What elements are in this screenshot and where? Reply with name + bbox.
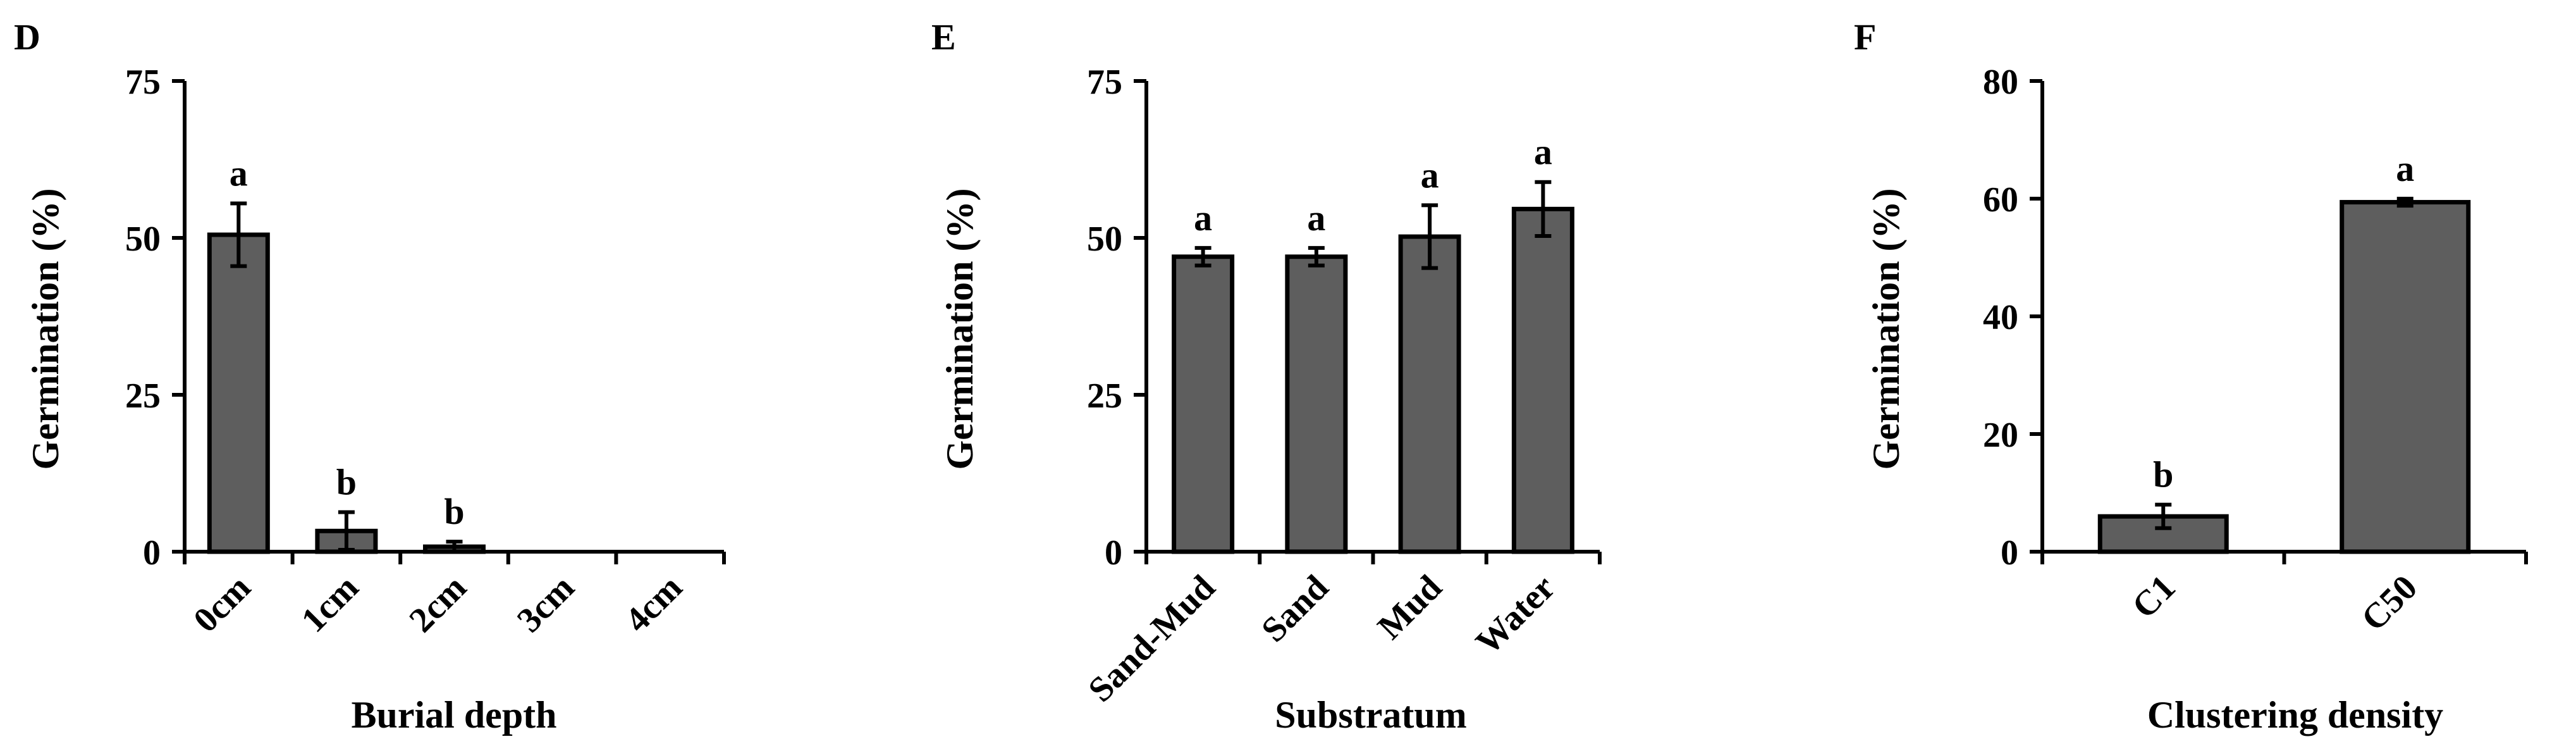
y-axis-title: Germination (%) — [1865, 189, 1907, 470]
bar-sand-mud — [1172, 254, 1235, 554]
panel-f: F 0 20 40 60 80 b C1 a C50 Clustering density Germi… — [1854, 16, 2528, 736]
bar-sand — [1285, 254, 1348, 554]
bar-c50 — [2340, 200, 2471, 554]
significance-letter: a — [1307, 197, 1325, 239]
x-tick-label: Water — [1468, 568, 1562, 662]
x-axis-title: Clustering density — [2147, 694, 2443, 736]
x-tick-label: Sand-Mud — [1081, 568, 1222, 709]
panel-letter: D — [14, 16, 40, 58]
significance-letter: b — [336, 462, 357, 503]
y-tick-label: 75 — [1087, 63, 1122, 102]
significance-letter: a — [2396, 148, 2414, 189]
y-tick-label: 0 — [1105, 533, 1122, 573]
x-tick-label: 3cm — [510, 568, 582, 640]
x-tick-label: 1cm — [294, 568, 366, 640]
y-tick-label: 20 — [1983, 416, 2018, 455]
y-tick-label: 40 — [1983, 298, 2018, 337]
y-axis-title: Germination (%) — [939, 189, 981, 470]
y-tick-label: 50 — [125, 220, 161, 259]
x-tick-label: 4cm — [618, 568, 690, 640]
x-tick-label: C50 — [2354, 568, 2425, 638]
x-tick-label: C1 — [2125, 568, 2183, 626]
significance-letter: a — [1421, 154, 1439, 196]
x-axis-title: Burial depth — [351, 694, 556, 736]
significance-letter: b — [444, 491, 464, 532]
x-tick-label: 0cm — [186, 568, 258, 640]
y-tick-label: 75 — [125, 63, 161, 102]
y-tick-label: 80 — [1983, 63, 2018, 102]
x-tick-label: Sand — [1254, 568, 1336, 650]
y-tick-label: 60 — [1983, 180, 2018, 220]
bar-0cm — [207, 232, 270, 554]
x-tick-label: 2cm — [402, 568, 474, 640]
y-tick-label: 50 — [1087, 220, 1122, 259]
y-axis-title: Germination (%) — [25, 189, 66, 470]
significance-letter: a — [1534, 132, 1552, 173]
panel-letter: F — [1854, 16, 1876, 58]
panel-d: D 0 25 50 75 a 0cm b 1cm b 2cm 3cm 4cm Burial depth Ge… — [14, 16, 726, 736]
panel-letter: E — [931, 16, 956, 58]
significance-letter: a — [1194, 197, 1212, 239]
bar-water — [1511, 206, 1574, 554]
x-tick-label: Mud — [1370, 568, 1449, 647]
significance-letter: b — [2153, 454, 2173, 495]
y-tick-label: 0 — [2001, 533, 2018, 573]
significance-letter: a — [230, 152, 248, 194]
x-axis-title: Substratum — [1275, 694, 1466, 736]
y-tick-label: 25 — [1087, 376, 1122, 416]
panel-e: E 0 25 50 75 a Sand-Mud a Sand a Mud a WaterSubstrat… — [931, 16, 1602, 736]
y-tick-label: 0 — [143, 533, 161, 573]
bar-mud — [1398, 234, 1461, 554]
y-tick-label: 25 — [125, 376, 161, 416]
